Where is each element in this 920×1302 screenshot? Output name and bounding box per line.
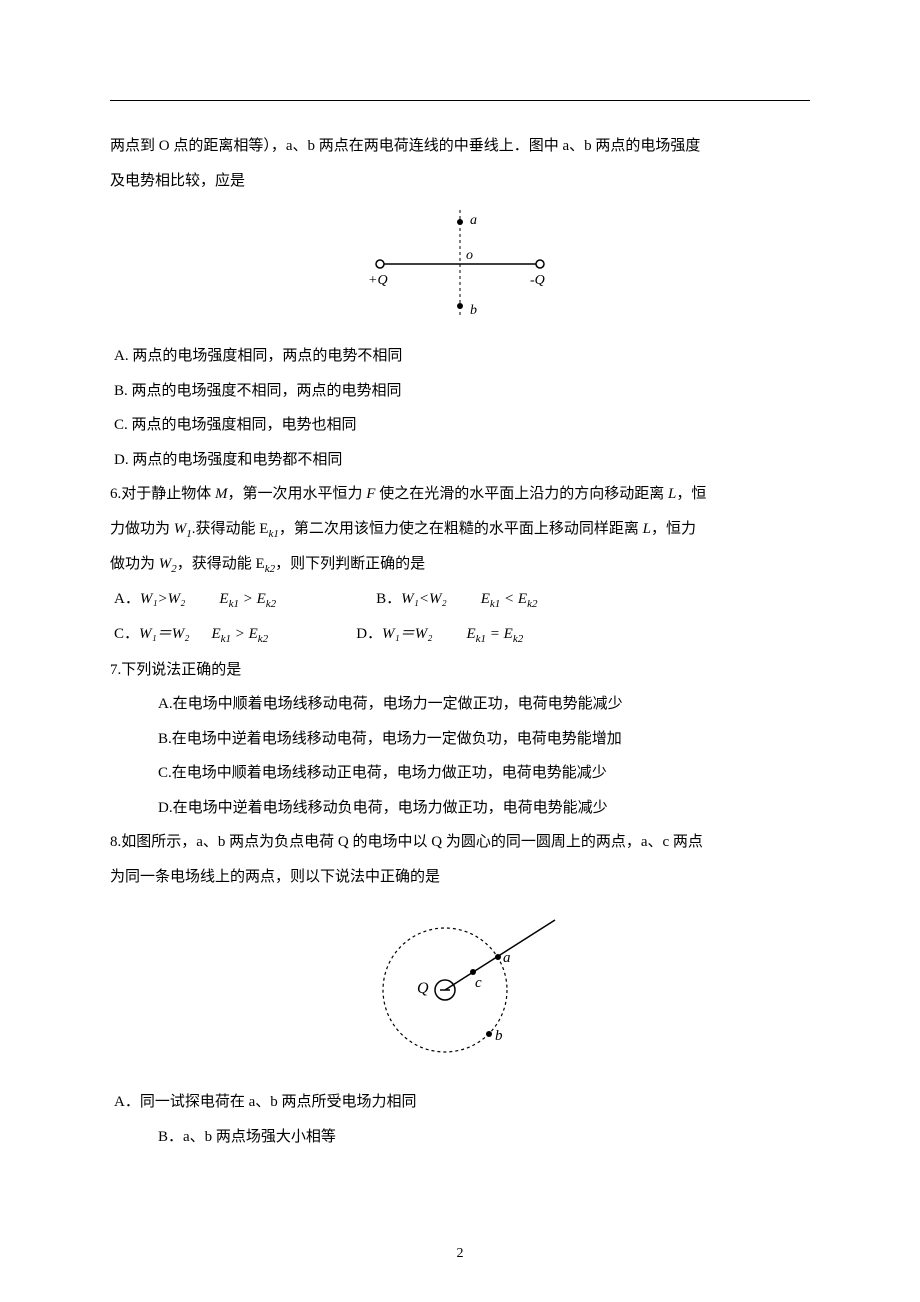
q8-line2: 为同一条电场线上的两点，则以下说法中正确的是: [110, 860, 810, 895]
figure-dipole: a b o +Q -Q: [110, 204, 810, 329]
q6-W2: W: [159, 556, 172, 572]
q6-l1-m2: 使之在光滑的水平面上沿力的方向移动距离: [375, 486, 668, 502]
q6-l1-m1: ，第一次用水平恒力: [228, 486, 367, 502]
q6D-label: D．: [356, 617, 382, 652]
q7-option-c: C.在电场中顺着电场线移动正电荷，电场力做正功，电荷电势能减少: [110, 756, 810, 791]
q5-intro-line1: 两点到 O 点的距离相等），a、b 两点在两电荷连线的中垂线上．图中 a、b 两…: [110, 129, 810, 164]
q6-L2: L: [643, 521, 651, 537]
label-b2: b: [495, 1028, 503, 1044]
q7-option-b: B.在电场中逆着电场线移动电荷，电场力一定做负功，电荷电势能增加: [110, 722, 810, 757]
page: 两点到 O 点的距离相等），a、b 两点在两电荷连线的中垂线上．图中 a、b 两…: [0, 0, 920, 1302]
q6A-ek: Ek1 > Ek2: [219, 582, 276, 617]
q6C-ek: Ek1 > Ek2: [211, 617, 268, 652]
label-a2: a: [503, 950, 511, 966]
label-mq: -Q: [530, 273, 545, 288]
label-o: o: [466, 248, 473, 263]
top-rule: [110, 100, 810, 101]
q6-l2-pre: 力做功为: [110, 521, 174, 537]
q6-Ek2: k2: [265, 563, 275, 575]
q6-l2-m1: .获得动能 E: [192, 521, 269, 537]
q8-option-b: B．a、b 两点场强大小相等: [110, 1120, 810, 1155]
q6-l2-m2: ，第二次用该恒力使之在粗糙的水平面上移动同样距离: [279, 521, 643, 537]
q6-l2-end: ，恒力: [651, 521, 696, 537]
q6-l3-end: ，则下列判断正确的是: [275, 556, 425, 572]
q6B-w: W₁<W₂: [401, 582, 447, 617]
q6-line2: 力做功为 W1.获得动能 Ek1，第二次用该恒力使之在粗糙的水平面上移动同样距离…: [110, 512, 810, 547]
q8-option-a: A．同一试探电荷在 a、b 两点所受电场力相同: [110, 1085, 810, 1120]
q5-intro-line2: 及电势相比较，应是: [110, 164, 810, 199]
q6-options-row1: A． W₁>W₂ Ek1 > Ek2 B． W₁<W₂ Ek1 < Ek2: [110, 582, 810, 617]
spacer: [189, 617, 211, 652]
q8-line1: 8.如图所示，a、b 两点为负点电荷 Q 的电场中以 Q 为圆心的同一圆周上的两…: [110, 825, 810, 860]
q6D-w: W₁＝W₂: [382, 617, 432, 652]
q6-M: M: [215, 486, 228, 502]
q6-line3: 做功为 W2，获得动能 Ek2，则下列判断正确的是: [110, 547, 810, 582]
q6-options-row2: C． W₁＝W₂ Ek1 > Ek2 D． W₁＝W₂ Ek1 = Ek2: [110, 617, 810, 652]
q7-option-d: D.在电场中逆着电场线移动负电荷，电场力做正功，电荷电势能减少: [110, 791, 810, 826]
q6D-ek: Ek1 = Ek2: [466, 617, 523, 652]
q5-option-d: D. 两点的电场强度和电势都不相同: [110, 443, 810, 478]
figure-circle: Q a c b: [110, 900, 810, 1075]
q5-option-c: C. 两点的电场强度相同，电势也相同: [110, 408, 810, 443]
q6C-label: C．: [114, 617, 139, 652]
spacer: [268, 617, 356, 652]
label-c: c: [475, 975, 482, 991]
label-pq: +Q: [368, 273, 388, 288]
q6C-w: W₁＝W₂: [139, 617, 189, 652]
q6-l1-end: ，恒: [676, 486, 706, 502]
spacer: [447, 582, 481, 617]
q6-l1-pre: 6.对于静止物体: [110, 486, 215, 502]
q6-l3-mid: ，获得动能 E: [177, 556, 265, 572]
label-Q: Q: [417, 980, 429, 997]
q5-option-a: A. 两点的电场强度相同，两点的电势不相同: [110, 339, 810, 374]
page-number: 2: [0, 1246, 920, 1262]
q6A-w: W₁>W₂: [140, 582, 186, 617]
q6-l3-pre: 做功为: [110, 556, 159, 572]
label-a: a: [470, 213, 477, 228]
q7-stem: 7.下列说法正确的是: [110, 653, 810, 688]
q6-line1: 6.对于静止物体 M，第一次用水平恒力 F 使之在光滑的水平面上沿力的方向移动距…: [110, 477, 810, 512]
q6B-label: B．: [376, 582, 401, 617]
spacer: [185, 582, 219, 617]
spacer: [432, 617, 466, 652]
spacer: [276, 582, 376, 617]
q7-option-a: A.在电场中顺着电场线移动电荷，电场力一定做正功，电荷电势能减少: [110, 687, 810, 722]
q6-Ek1: k1: [268, 528, 278, 540]
q6A-label: A．: [114, 582, 140, 617]
q6B-ek: Ek1 < Ek2: [481, 582, 538, 617]
label-b: b: [470, 303, 477, 318]
q5-option-b: B. 两点的电场强度不相同，两点的电势相同: [110, 374, 810, 409]
q6-W1: W: [174, 521, 187, 537]
